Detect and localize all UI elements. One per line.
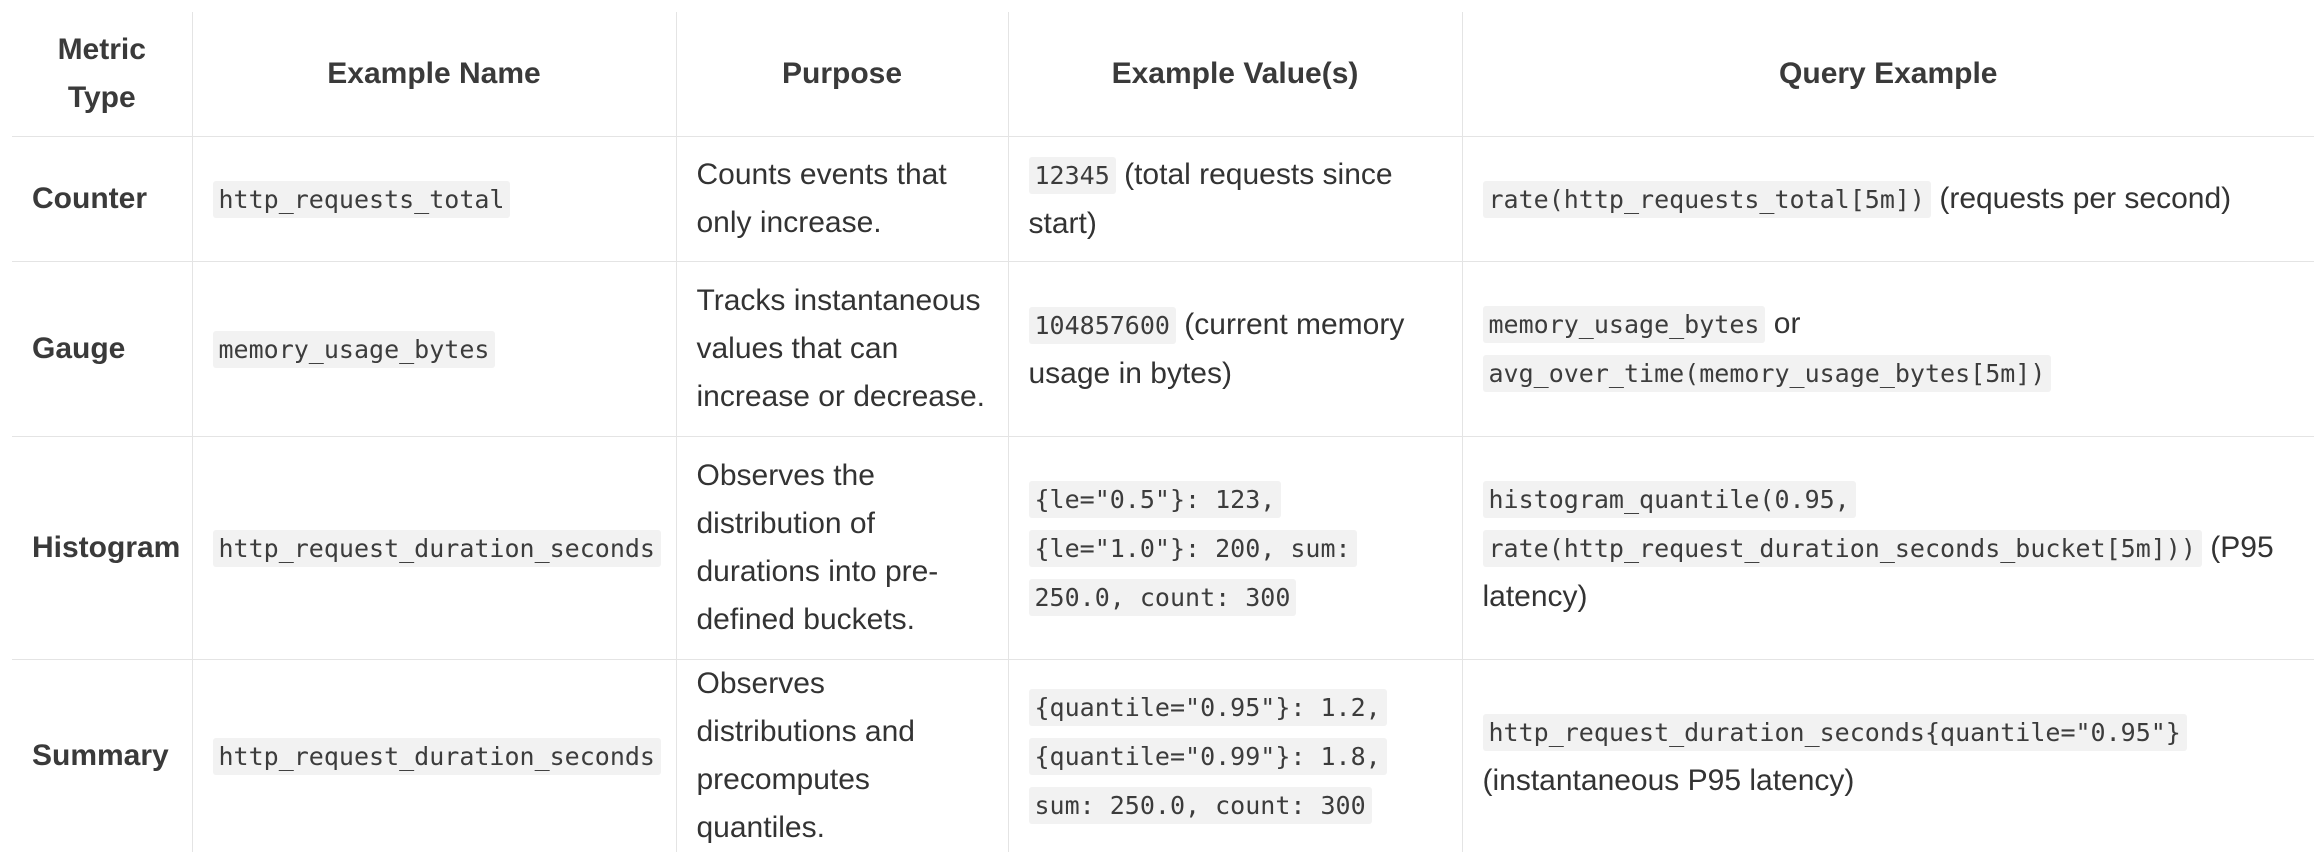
- metrics-table: Metric Type Example Name Purpose Example…: [12, 12, 2314, 852]
- purpose-cell: Tracks instantaneous values that can inc…: [676, 262, 1008, 437]
- table-body: Counter http_requests_total Counts event…: [12, 137, 2314, 852]
- example-name-cell: memory_usage_bytes: [192, 262, 676, 437]
- purpose-cell: Observes distributions and precomputes q…: [676, 660, 1008, 852]
- example-name-cell: http_requests_total: [192, 137, 676, 262]
- table-row-gauge: Gauge memory_usage_bytes Tracks instanta…: [12, 262, 2314, 437]
- query-example-cell: histogram_quantile(0.95, rate(http_reque…: [1462, 437, 2314, 660]
- header-query-example: Query Example: [1462, 12, 2314, 137]
- query-code: histogram_quantile(0.95, rate(http_reque…: [1483, 481, 2202, 567]
- example-value-code: 104857600: [1029, 307, 1176, 344]
- example-value-code: 12345: [1029, 157, 1116, 194]
- example-value-cell: {quantile="0.95"}: 1.2, {quantile="0.99"…: [1008, 660, 1462, 852]
- table-row-histogram: Histogram http_request_duration_seconds …: [12, 437, 2314, 660]
- example-name-code: http_request_duration_seconds: [213, 738, 662, 775]
- query-code: memory_usage_bytes: [1483, 306, 1766, 343]
- example-value-code: {quantile="0.95"}: 1.2, {quantile="0.99"…: [1029, 689, 1387, 824]
- header-row: Metric Type Example Name Purpose Example…: [12, 12, 2314, 137]
- metric-type-cell: Summary: [12, 660, 192, 852]
- header-example-name: Example Name: [192, 12, 676, 137]
- purpose-cell: Counts events that only increase.: [676, 137, 1008, 262]
- example-value-code: {le="0.5"}: 123, {le="1.0"}: 200, sum: 2…: [1029, 481, 1357, 616]
- header-purpose: Purpose: [676, 12, 1008, 137]
- example-name-code: http_requests_total: [213, 181, 511, 218]
- example-name-cell: http_request_duration_seconds: [192, 437, 676, 660]
- example-value-cell: {le="0.5"}: 123, {le="1.0"}: 200, sum: 2…: [1008, 437, 1462, 660]
- metric-type-cell: Gauge: [12, 262, 192, 437]
- table-header: Metric Type Example Name Purpose Example…: [12, 12, 2314, 137]
- query-example-cell: memory_usage_bytes or avg_over_time(memo…: [1462, 262, 2314, 437]
- purpose-cell: Observes the distribution of durations i…: [676, 437, 1008, 660]
- query-note: (requests per second): [1931, 182, 2231, 215]
- example-name-code: http_request_duration_seconds: [213, 530, 662, 567]
- table-row-summary: Summary http_request_duration_seconds Ob…: [12, 660, 2314, 852]
- metric-type-cell: Counter: [12, 137, 192, 262]
- query-example-cell: http_request_duration_seconds{quantile="…: [1462, 660, 2314, 852]
- example-name-cell: http_request_duration_seconds: [192, 660, 676, 852]
- example-value-cell: 104857600 (current memory usage in bytes…: [1008, 262, 1462, 437]
- query-code-secondary: avg_over_time(memory_usage_bytes[5m]): [1483, 355, 2052, 392]
- query-example-cell: rate(http_requests_total[5m]) (requests …: [1462, 137, 2314, 262]
- query-code: rate(http_requests_total[5m]): [1483, 181, 1932, 218]
- example-name-code: memory_usage_bytes: [213, 331, 496, 368]
- metric-type-cell: Histogram: [12, 437, 192, 660]
- query-connector: or: [1765, 307, 1800, 340]
- query-note: (instantaneous P95 latency): [1483, 764, 1855, 797]
- header-example-values: Example Value(s): [1008, 12, 1462, 137]
- header-metric-type: Metric Type: [12, 12, 192, 137]
- query-code: http_request_duration_seconds{quantile="…: [1483, 714, 2187, 751]
- example-value-cell: 12345 (total requests since start): [1008, 137, 1462, 262]
- table-row-counter: Counter http_requests_total Counts event…: [12, 137, 2314, 262]
